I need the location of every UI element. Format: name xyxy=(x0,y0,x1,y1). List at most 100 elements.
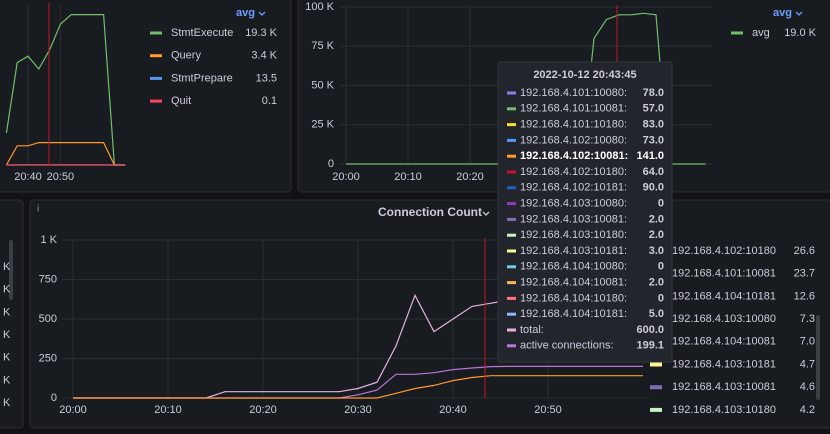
tooltip-swatch xyxy=(507,217,516,221)
tooltip-swatch xyxy=(507,233,516,237)
x-tick-label: 20:00 xyxy=(59,404,87,416)
tooltip-swatch xyxy=(507,186,516,190)
tooltip-swatch xyxy=(507,249,516,253)
legend-header[interactable]: avg xyxy=(773,7,792,19)
tooltip-name: 192.168.4.101:10081: xyxy=(520,103,627,115)
panel-title[interactable]: Connection Count xyxy=(378,205,482,219)
tooltip-swatch xyxy=(507,281,516,285)
legend-name[interactable]: Quit xyxy=(171,95,191,107)
tooltip-swatch xyxy=(507,344,516,348)
tooltip-swatch xyxy=(507,91,516,95)
tooltip-name: active connections: xyxy=(520,340,614,352)
y-tick-label: 0 xyxy=(328,158,334,170)
legend-swatch xyxy=(731,31,743,35)
legend-name[interactable]: 192.168.4.103:10181 xyxy=(672,358,776,370)
tooltip-name: 192.168.4.104:10181: xyxy=(520,308,627,320)
tooltip-value: 73.0 xyxy=(643,134,664,146)
x-tick-label: 20:20 xyxy=(456,171,484,183)
unit-label: K xyxy=(3,329,11,341)
unit-label: K xyxy=(3,374,11,386)
legend-name[interactable]: 192.168.4.104:10081 xyxy=(672,336,776,348)
legend-value: 4.7 xyxy=(800,358,815,370)
legend-swatch xyxy=(150,31,162,35)
tooltip-value: 600.0 xyxy=(636,324,664,336)
legend-name[interactable]: StmtPrepare xyxy=(171,72,233,84)
legend-value: 12.6 xyxy=(794,290,815,302)
tooltip-value: 0 xyxy=(658,292,664,304)
legend-value: 7.3 xyxy=(800,313,815,325)
x-tick-label: 20:40 xyxy=(439,404,467,416)
tooltip-value: 2.0 xyxy=(649,229,664,241)
legend-name[interactable]: StmtExecute xyxy=(171,27,233,39)
legend-swatch xyxy=(150,99,162,103)
y-tick-label: 1 K xyxy=(40,234,57,246)
unit-label: K xyxy=(3,352,11,364)
chevron[interactable] xyxy=(482,211,490,216)
legend-value: 4.6 xyxy=(800,381,815,393)
legend-value: 23.7 xyxy=(794,268,815,280)
x-tick-label: 20:10 xyxy=(154,404,182,416)
legend-name[interactable]: Query xyxy=(171,50,201,62)
tooltip-name: 192.168.4.102:10081: xyxy=(520,150,628,162)
legend-header[interactable]: avg xyxy=(236,7,255,19)
tooltip-name: 192.168.4.102:10181: xyxy=(520,182,627,194)
legend-name[interactable]: 192.168.4.102:10180 xyxy=(672,245,776,257)
tooltip-swatch xyxy=(507,265,516,269)
legend-name[interactable]: 192.168.4.103:10080 xyxy=(672,313,776,325)
y-tick-label: 750 xyxy=(39,273,57,285)
unit-label: K xyxy=(3,284,11,296)
tooltip-name: 192.168.4.103:10080: xyxy=(520,198,627,210)
chevron[interactable] xyxy=(795,11,803,16)
tooltip-value: 57.0 xyxy=(643,103,664,115)
x-tick-label: 20:00 xyxy=(332,171,360,183)
chevron[interactable] xyxy=(258,11,266,16)
tooltip-swatch xyxy=(507,296,516,300)
tooltip-name: 192.168.4.101:10080: xyxy=(520,87,627,99)
legend-swatch xyxy=(150,54,162,58)
legend-swatch xyxy=(650,385,662,390)
tooltip-value: 78.0 xyxy=(643,87,664,99)
y-tick-label: 50 K xyxy=(311,79,334,91)
legend-swatch xyxy=(650,362,662,367)
tooltip-swatch xyxy=(507,312,516,316)
x-tick-label: 20:10 xyxy=(394,171,422,183)
legend-value: 19.3 K xyxy=(245,27,277,39)
info-icon[interactable]: i xyxy=(37,204,39,215)
legend-name[interactable]: 192.168.4.104:10181 xyxy=(672,290,776,302)
legend-value: 19.0 K xyxy=(784,27,816,39)
tooltip-value: 0 xyxy=(658,261,664,273)
tooltip-value: 141.0 xyxy=(636,150,664,162)
scrollbar[interactable] xyxy=(816,315,820,400)
scrollbar[interactable] xyxy=(9,240,13,300)
series-line xyxy=(5,142,126,166)
legend-value: 26.6 xyxy=(794,245,815,257)
y-tick-label: 100 K xyxy=(305,1,334,13)
tooltip-value: 2.0 xyxy=(649,213,664,225)
legend-name[interactable]: 192.168.4.103:10180 xyxy=(672,404,776,416)
x-tick-label: 20:50 xyxy=(534,404,562,416)
legend-name[interactable]: 192.168.4.101:10081 xyxy=(672,268,776,280)
legend-value: 13.5 xyxy=(256,72,277,84)
legend-name[interactable]: avg xyxy=(752,27,770,39)
tooltip-value: 5.0 xyxy=(649,308,664,320)
series-line xyxy=(5,14,126,166)
unit-label: K xyxy=(3,261,11,273)
x-tick-label: 20:40 xyxy=(14,171,42,183)
tooltip-swatch xyxy=(507,202,516,206)
unit-label: K xyxy=(3,397,11,409)
panel xyxy=(0,199,24,429)
tooltip-title: 2022-10-12 20:43:45 xyxy=(533,69,636,81)
tooltip-value: 199.1 xyxy=(636,340,664,352)
tooltip-name: total: xyxy=(520,324,544,336)
tooltip-name: 192.168.4.104:10080: xyxy=(520,261,627,273)
x-tick-label: 20:30 xyxy=(344,404,372,416)
legend-name[interactable]: 192.168.4.103:10081 xyxy=(672,381,776,393)
tooltip-swatch xyxy=(507,107,516,111)
tooltip-swatch xyxy=(507,170,516,174)
tooltip-swatch xyxy=(507,328,516,332)
tooltip-swatch xyxy=(507,123,516,127)
tooltip-value: 3.0 xyxy=(649,245,664,257)
legend-value: 0.1 xyxy=(262,95,277,107)
panel xyxy=(0,0,292,193)
